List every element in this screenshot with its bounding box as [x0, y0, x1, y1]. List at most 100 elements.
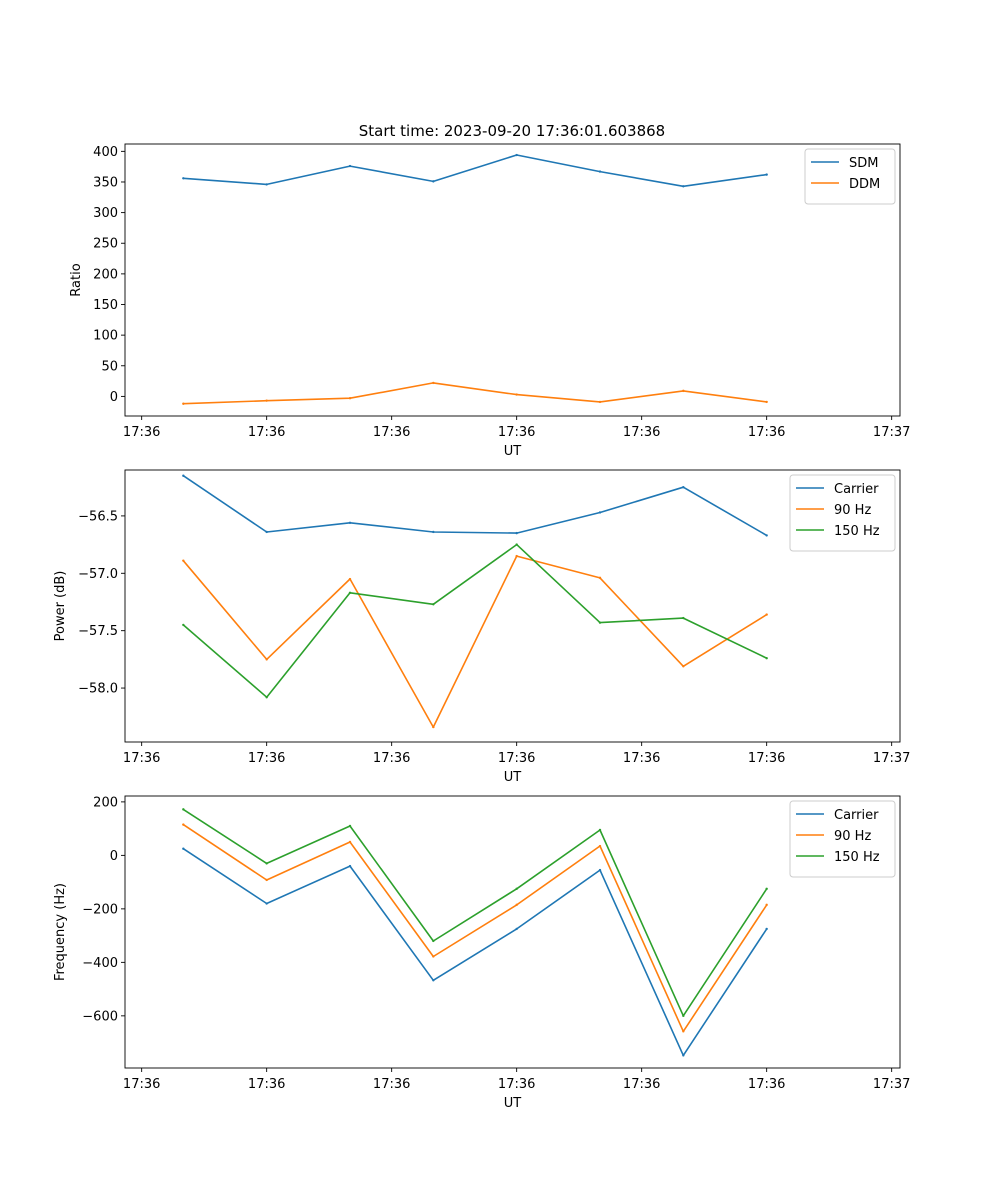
data-point-sdm [348, 164, 352, 168]
y-axis-label: Frequency (Hz) [53, 883, 68, 981]
series-line-90-hz [182, 823, 768, 1033]
legend-label: Carrier [834, 482, 879, 497]
panel-3: −600 −400 −200 0 200 17:36 17:36 17:36 17:36 17:3… [53, 795, 910, 1111]
x-tick-label: 17:37 [873, 425, 910, 440]
y-tick-label: 100 [93, 329, 118, 344]
data-point-carrier [765, 534, 768, 537]
data-point-sdm [182, 177, 185, 180]
data-point-carrier [432, 530, 435, 534]
legend-label: 90 Hz [834, 503, 871, 518]
x-tick-label: 17:36 [123, 425, 160, 440]
legend-box [789, 474, 896, 552]
data-point-sdm [432, 180, 435, 183]
panel-1: 0 50 100 150 200 250 300 350 400 17:36 17:36 17:36 1… [69, 143, 910, 459]
data-point-sdm [682, 185, 685, 188]
data-point-90-hz [265, 878, 268, 882]
panels: 0 50 100 150 200 250 300 350 400 17:36 17:36 17:36 1… [53, 143, 910, 1111]
series-line-90-hz [182, 555, 768, 728]
legend-label: 150 Hz [834, 524, 880, 539]
x-tick-label: 17:36 [623, 1077, 660, 1092]
data-point-carrier [265, 530, 268, 534]
data-point-150-hz [182, 808, 185, 811]
y-tick-label: 0 [110, 849, 118, 864]
data-point-carrier [515, 531, 518, 535]
data-point-carrier [182, 847, 185, 850]
chart-title: Start time: 2023-09-20 17:36:01.603868 [359, 122, 665, 140]
y-axis-label: Power (dB) [53, 571, 68, 642]
data-point-ddm [765, 400, 768, 404]
data-point-90-hz [598, 576, 602, 580]
data-point-90-hz [432, 725, 435, 729]
x-tick-label: 17:36 [373, 1077, 410, 1092]
series-line-carrier [182, 848, 768, 1057]
y-tick-label: −57.5 [78, 624, 118, 639]
plot-frame [124, 143, 901, 417]
y-tick-label: 50 [101, 359, 118, 374]
x-tick-label: 17:36 [623, 425, 660, 440]
data-point-ddm [182, 402, 185, 405]
x-tick-label: 17:36 [123, 1077, 160, 1092]
data-point-carrier [765, 927, 768, 931]
legend-box [789, 800, 896, 878]
data-point-ddm [515, 393, 518, 396]
data-point-sdm [515, 153, 518, 157]
data-point-90-hz [682, 665, 685, 668]
y-tick-label: 350 [93, 175, 118, 190]
x-axis-label: UT [504, 770, 522, 785]
data-point-ddm [348, 397, 352, 400]
x-tick-label: 17:36 [498, 425, 535, 440]
data-point-carrier [682, 486, 685, 489]
data-point-150-hz [265, 696, 268, 699]
legend-label: DDM [849, 177, 880, 192]
data-point-150-hz [182, 623, 185, 627]
data-point-90-hz [682, 1030, 685, 1033]
data-point-carrier [598, 511, 602, 514]
series-line-carrier [182, 475, 768, 537]
x-tick-label: 17:36 [373, 425, 410, 440]
data-point-90-hz [182, 559, 185, 562]
panel-2: −58.0 −57.5 −57.0 −56.5 17:36 17:36 17:36 17:36… [53, 469, 910, 785]
y-tick-label: 250 [93, 237, 118, 252]
data-point-150-hz [515, 887, 518, 891]
data-point-ddm [265, 399, 268, 402]
x-tick-label: 17:36 [498, 751, 535, 766]
data-point-150-hz [682, 1014, 685, 1018]
x-tick-label: 17:36 [248, 425, 285, 440]
data-point-carrier [515, 927, 518, 931]
x-tick-label: 17:37 [873, 1077, 910, 1092]
x-tick-label: 17:36 [623, 751, 660, 766]
data-point-carrier [348, 521, 352, 524]
data-point-ddm [432, 381, 435, 385]
x-tick-label: 17:36 [748, 1077, 785, 1092]
y-tick-label: 300 [93, 206, 118, 221]
data-point-90-hz [348, 840, 352, 844]
data-point-150-hz [348, 824, 352, 828]
y-tick-label: 400 [93, 145, 118, 160]
x-axis-label: UT [504, 1096, 522, 1111]
y-tick-label: −57.0 [78, 567, 118, 582]
data-point-90-hz [515, 554, 518, 558]
x-tick-label: 17:36 [373, 751, 410, 766]
data-point-carrier [348, 864, 352, 868]
plot-frame [124, 795, 901, 1069]
data-point-150-hz [348, 591, 352, 595]
y-tick-label: −400 [82, 956, 118, 971]
data-point-150-hz [682, 616, 685, 620]
data-point-ddm [682, 389, 685, 393]
x-tick-label: 17:36 [498, 1077, 535, 1092]
data-point-90-hz [182, 823, 185, 826]
y-tick-label: −58.0 [78, 682, 118, 697]
data-point-90-hz [515, 903, 518, 907]
series-line-sdm [183, 154, 767, 188]
series-line-ddm [183, 382, 767, 405]
series-line-150-hz [182, 808, 768, 1017]
y-tick-label: 0 [110, 390, 118, 405]
legend-label: 150 Hz [834, 850, 880, 865]
data-point-150-hz [598, 621, 602, 624]
data-point-150-hz [515, 543, 518, 546]
data-point-sdm [598, 170, 602, 173]
y-tick-label: 200 [93, 795, 118, 810]
y-tick-label: −200 [82, 902, 118, 917]
x-tick-label: 17:36 [748, 751, 785, 766]
